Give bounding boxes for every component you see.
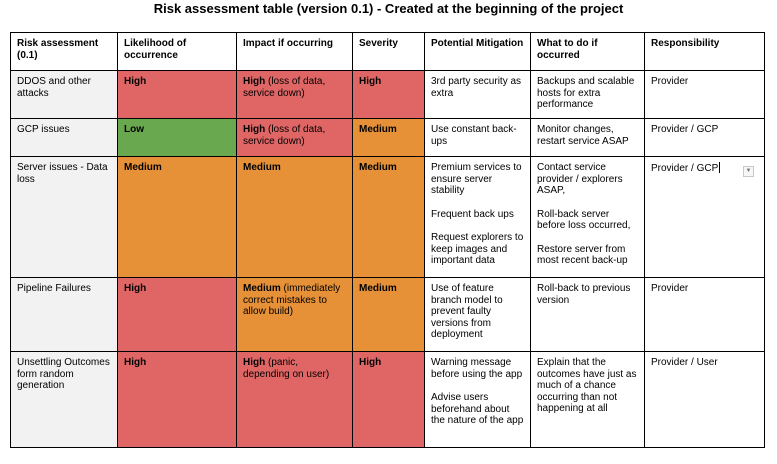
responsibility-cell[interactable]: Provider — [644, 277, 765, 352]
impact-level: Medium — [243, 162, 281, 173]
action-cell[interactable]: Roll-back to previous version — [530, 277, 645, 352]
responsibility-cell-active[interactable]: Provider / GCP ▼ — [644, 156, 765, 278]
risk-cell[interactable]: Pipeline Failures — [10, 277, 118, 352]
dropdown-arrow-icon[interactable]: ▼ — [743, 166, 754, 177]
risk-cell[interactable]: DDOS and other attacks — [10, 70, 118, 119]
mitigation-item: 3rd party security as extra — [431, 76, 522, 99]
action-cell[interactable]: Explain that the outcomes have just as m… — [530, 351, 645, 448]
action-cell[interactable]: Monitor changes, restart service ASAP — [530, 118, 645, 157]
impact-cell[interactable]: High (loss of data, service down) — [236, 70, 353, 119]
risk-cell[interactable]: GCP issues — [10, 118, 118, 157]
header-impact[interactable]: Impact if occurring — [236, 32, 353, 71]
action-item: Contact service provider / explorers ASA… — [537, 162, 623, 196]
mitigation-item: Advise users beforehand about the nature… — [431, 392, 524, 426]
likelihood-cell[interactable]: Medium — [117, 156, 237, 278]
mitigation-item: Use constant back-ups — [431, 124, 517, 147]
risk-assessment-table: Risk assessment (0.1) Likelihood of occu… — [10, 32, 765, 448]
impact-cell[interactable]: Medium (immediately correct mistakes to … — [236, 277, 353, 352]
risk-cell[interactable]: Unsettling Outcomes form random generati… — [10, 351, 118, 448]
text-cursor — [719, 162, 721, 173]
impact-level: High — [243, 357, 266, 368]
mitigation-item: Use of feature branch model to prevent f… — [431, 283, 503, 340]
mitigation-cell[interactable]: Use constant back-ups — [424, 118, 531, 157]
responsibility-text: Provider / GCP — [651, 163, 719, 174]
mitigation-cell[interactable]: 3rd party security as extra — [424, 70, 531, 119]
action-item: Explain that the outcomes have just as m… — [537, 357, 637, 414]
impact-level: Medium — [243, 283, 281, 294]
impact-note: (loss of data, service down) — [243, 124, 326, 147]
action-item: Backups and scalable hosts for extra per… — [537, 76, 635, 110]
impact-note: (loss of data, service down) — [243, 76, 326, 99]
header-row: Risk assessment (0.1) Likelihood of occu… — [10, 32, 765, 71]
header-risk[interactable]: Risk assessment (0.1) — [10, 32, 118, 71]
table-row: Server issues - Data loss Medium Medium … — [10, 156, 765, 278]
action-item: Restore server from most recent back-up — [537, 243, 628, 267]
action-cell[interactable]: Backups and scalable hosts for extra per… — [530, 70, 645, 119]
likelihood-cell[interactable]: High — [117, 351, 237, 448]
mitigation-item: Request explorers to keep images and imp… — [431, 232, 524, 266]
table-row: Pipeline Failures High Medium (immediate… — [10, 277, 765, 352]
header-likelihood[interactable]: Likelihood of occurrence — [117, 32, 237, 71]
action-cell[interactable]: Contact service provider / explorers ASA… — [530, 156, 645, 278]
impact-cell[interactable]: High (loss of data, service down) — [236, 118, 353, 157]
mitigation-item: Frequent back ups — [431, 208, 514, 220]
action-item: Roll-back to previous version — [537, 283, 631, 306]
likelihood-cell[interactable]: Low — [117, 118, 237, 157]
table-row: Unsettling Outcomes form random generati… — [10, 351, 765, 448]
impact-cell[interactable]: High (panic, depending on user) — [236, 351, 353, 448]
likelihood-cell[interactable]: High — [117, 70, 237, 119]
responsibility-cell[interactable]: Provider / User — [644, 351, 765, 448]
impact-note: (immediately correct mistakes to allow b… — [243, 283, 341, 317]
responsibility-cell[interactable]: Provider / GCP — [644, 118, 765, 157]
mitigation-cell[interactable]: Use of feature branch model to prevent f… — [424, 277, 531, 352]
header-responsibility[interactable]: Responsibility — [644, 32, 765, 71]
likelihood-cell[interactable]: High — [117, 277, 237, 352]
mitigation-item: Premium services to ensure server stabil… — [431, 162, 522, 196]
table-title: Risk assessment table (version 0.1) - Cr… — [153, 1, 624, 16]
impact-note: (panic, depending on user) — [243, 357, 330, 380]
action-item: Roll-back server before loss occurred, — [537, 208, 631, 232]
severity-cell[interactable]: High — [352, 70, 425, 119]
impact-cell[interactable]: Medium — [236, 156, 353, 278]
action-item: Monitor changes, restart service ASAP — [537, 124, 629, 147]
table-row: GCP issues Low High (loss of data, servi… — [10, 118, 765, 157]
mitigation-cell[interactable]: Premium services to ensure server stabil… — [424, 156, 531, 278]
header-action[interactable]: What to do if occurred — [530, 32, 645, 71]
impact-level: High — [243, 76, 266, 87]
mitigation-item: Warning message before using the app — [431, 357, 523, 380]
impact-level: High — [243, 124, 266, 135]
responsibility-cell[interactable]: Provider — [644, 70, 765, 119]
header-severity[interactable]: Severity — [352, 32, 425, 71]
table-row: DDOS and other attacks High High (loss o… — [10, 70, 765, 119]
severity-cell[interactable]: Medium — [352, 156, 425, 278]
mitigation-cell[interactable]: Warning message before using the app Adv… — [424, 351, 531, 448]
header-mitigation[interactable]: Potential Mitigation — [424, 32, 531, 71]
severity-cell[interactable]: Medium — [352, 118, 425, 157]
risk-cell[interactable]: Server issues - Data loss — [10, 156, 118, 278]
severity-cell[interactable]: Medium — [352, 277, 425, 352]
severity-cell[interactable]: High — [352, 351, 425, 448]
